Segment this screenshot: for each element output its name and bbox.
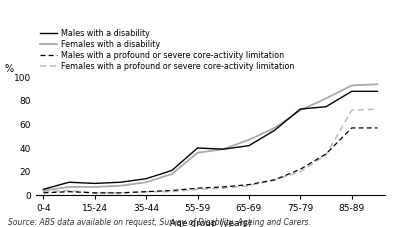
Text: %: % xyxy=(4,64,13,74)
Text: Source: ABS data available on request, Survey of Disability, Ageing and Carers.: Source: ABS data available on request, S… xyxy=(8,218,311,227)
X-axis label: Age group (years): Age group (years) xyxy=(170,219,251,227)
Legend: Males with a disability, Females with a disability, Males with a profound or sev: Males with a disability, Females with a … xyxy=(40,29,294,71)
